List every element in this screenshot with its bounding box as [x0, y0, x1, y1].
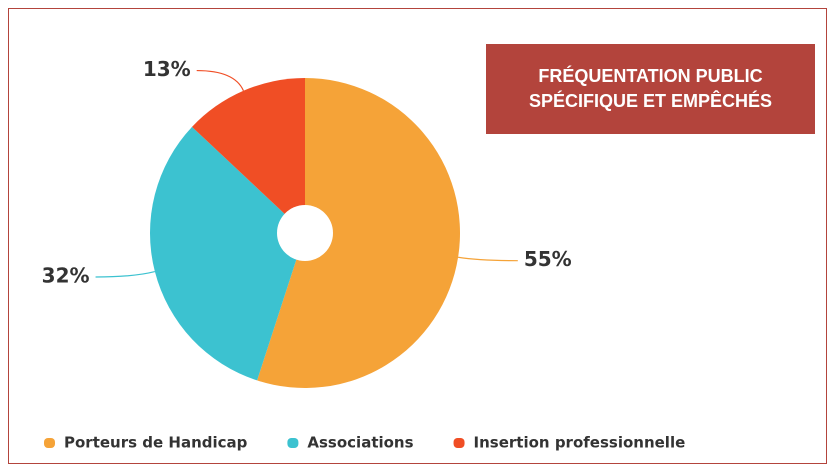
leader-line: [457, 256, 518, 262]
legend-marker: [44, 438, 55, 448]
data-label: 55%: [524, 247, 572, 271]
pie-slice: [192, 78, 305, 233]
legend-marker: [453, 438, 465, 448]
pie-slice: [149, 126, 305, 381]
pie-slice: [257, 78, 461, 388]
chart-title: FRÉQUENTATION PUBLIC SPÉCIFIQUE ET EMPÊC…: [528, 66, 773, 111]
data-label: 32%: [42, 264, 90, 288]
frame: [8, 8, 827, 464]
title-box: FRÉQUENTATION PUBLIC SPÉCIFIQUE ET EMPÊC…: [486, 44, 815, 134]
data-label: 13%: [143, 57, 191, 81]
legend-label: Porteurs de Handicap: [64, 434, 248, 452]
legend-label: Insertion professionnelle: [474, 434, 686, 452]
legend-marker: [287, 438, 299, 448]
leader-line: [95, 270, 156, 278]
donut-hole: [277, 205, 333, 261]
legend-label: Associations: [307, 434, 413, 452]
leader-line: [196, 69, 244, 92]
